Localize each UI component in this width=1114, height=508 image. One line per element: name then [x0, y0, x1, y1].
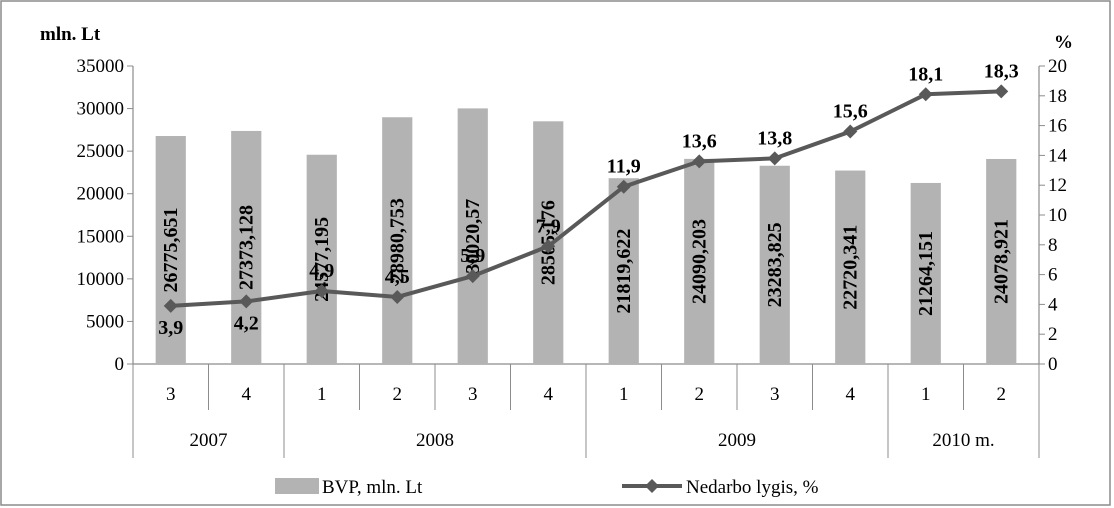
y-left-tick-label: 35000 — [77, 56, 125, 77]
category-label: 3 — [770, 384, 780, 405]
bar-value-label: 28980,753 — [386, 198, 408, 283]
line-value-label: 7,9 — [536, 215, 561, 237]
bar-value-label: 22720,341 — [839, 225, 861, 310]
bar-value-label: 24577,195 — [311, 217, 333, 302]
bar — [155, 136, 186, 364]
category-label: 1 — [921, 384, 931, 405]
y-right-tick-label: 4 — [1048, 294, 1058, 315]
line-value-label: 4,2 — [234, 312, 259, 334]
y-right-tick-label: 0 — [1048, 354, 1058, 375]
bars — [155, 108, 1017, 364]
line-value-label: 4,5 — [385, 266, 410, 288]
line-marker — [994, 84, 1009, 99]
y-left-tick-label: 20000 — [77, 184, 125, 205]
line-value-label: 11,9 — [607, 156, 641, 178]
line-value-label: 5,9 — [460, 245, 485, 267]
y-right-tick-label: 10 — [1048, 205, 1067, 226]
y-left-tick-label: 15000 — [77, 226, 125, 247]
category-label: 3 — [166, 384, 176, 405]
bar-value-label: 24078,921 — [990, 219, 1012, 304]
line-marker — [692, 154, 707, 169]
line-marker — [616, 179, 631, 194]
bar-value-labels: 26775,651 27373,128 24577,195 28980,753 3002… — [160, 198, 1013, 316]
bar — [759, 165, 790, 364]
y-left-tick-labels: 0 5000 10000 15000 20000 25000 30000 35000 — [77, 56, 125, 375]
bar — [382, 117, 413, 364]
y-left-axis-label: mln. Lt — [40, 24, 101, 45]
y-left-tick-label: 5000 — [86, 311, 124, 332]
line-value-label: 15,6 — [833, 101, 868, 123]
line-value-label: 3,9 — [158, 317, 183, 339]
bar — [306, 154, 337, 364]
y-right-tick-label: 12 — [1048, 175, 1067, 196]
year-group-label: 2010 m. — [932, 430, 994, 451]
category-axis: 3 4 1 2 3 4 1 2 3 4 1 2 2007 2008 2009 2010 m. — [132, 364, 1040, 458]
line-marker — [390, 289, 405, 304]
category-label: 1 — [317, 384, 327, 405]
y-right-tick-labels: 0 2 4 6 8 10 12 14 16 18 20 — [1048, 56, 1068, 375]
line-value-label: 18,1 — [908, 63, 943, 85]
category-label: 2 — [997, 384, 1007, 405]
bar-value-label: 24090,203 — [688, 219, 710, 304]
bar — [835, 170, 866, 364]
line-marker — [843, 124, 858, 139]
legend-line-label: Nedarbo lygis, % — [686, 477, 819, 498]
bar-value-label: 27373,128 — [235, 205, 257, 290]
category-label: 2 — [393, 384, 403, 405]
line-marker — [465, 269, 480, 284]
line-marker — [541, 239, 556, 254]
y-left-tick-label: 30000 — [77, 99, 125, 120]
line-value-label: 13,8 — [757, 127, 792, 149]
line-value-label: 18,3 — [984, 60, 1019, 82]
year-group-label: 2007 — [190, 430, 228, 451]
bar-value-label: 26775,651 — [160, 208, 182, 293]
y-right-axis-label: % — [1054, 32, 1073, 53]
bar — [231, 130, 262, 364]
category-label: 4 — [544, 384, 554, 405]
legend-bar-swatch — [275, 478, 319, 494]
y-right-tick-label: 8 — [1048, 235, 1058, 256]
legend: BVP, mln. Lt Nedarbo lygis, % — [275, 477, 819, 498]
category-label: 2 — [695, 384, 705, 405]
y-right-tick-label: 2 — [1048, 324, 1058, 345]
line-value-label: 4,9 — [309, 260, 334, 282]
y-right-tick-label: 14 — [1048, 145, 1068, 166]
bar-value-label: 21819,622 — [613, 229, 635, 314]
line-marker — [767, 151, 782, 166]
category-label: 3 — [468, 384, 478, 405]
category-label: 4 — [242, 384, 252, 405]
line-marker — [239, 294, 254, 309]
bar — [910, 182, 941, 364]
legend-bar-label: BVP, mln. Lt — [322, 477, 423, 498]
legend-line-marker — [645, 479, 659, 493]
bar — [684, 158, 715, 364]
category-label: 1 — [619, 384, 629, 405]
unemployment-line — [163, 84, 1009, 313]
bar — [986, 158, 1017, 364]
bar — [608, 178, 639, 364]
bar-value-label: 21264,151 — [915, 231, 937, 316]
year-group-label: 2009 — [718, 430, 756, 451]
y-left-tick-label: 0 — [115, 354, 125, 375]
bar-value-label: 30020,57 — [462, 199, 484, 274]
line-value-label: 13,6 — [682, 130, 717, 152]
y-left-tick-label: 25000 — [77, 141, 125, 162]
y-right-tick-label: 6 — [1048, 265, 1058, 286]
unemployment-line-path — [170, 89, 1002, 308]
y-left-tick-label: 10000 — [77, 269, 125, 290]
category-label: 4 — [846, 384, 856, 405]
line-marker — [918, 87, 933, 102]
line-marker — [163, 298, 178, 313]
line-value-labels: 3,9 4,2 4,9 4,5 5,9 7,9 11,9 13,6 13,8 15,6 18,1 18… — [158, 60, 1019, 339]
year-group-label: 2008 — [416, 430, 454, 451]
y-right-tick-label: 20 — [1048, 56, 1067, 77]
bar-value-label: 23283,825 — [764, 222, 786, 307]
line-marker — [314, 283, 329, 298]
bar — [457, 108, 488, 364]
y-right-tick-label: 18 — [1048, 86, 1067, 107]
y-right-tick-label: 16 — [1048, 116, 1067, 137]
